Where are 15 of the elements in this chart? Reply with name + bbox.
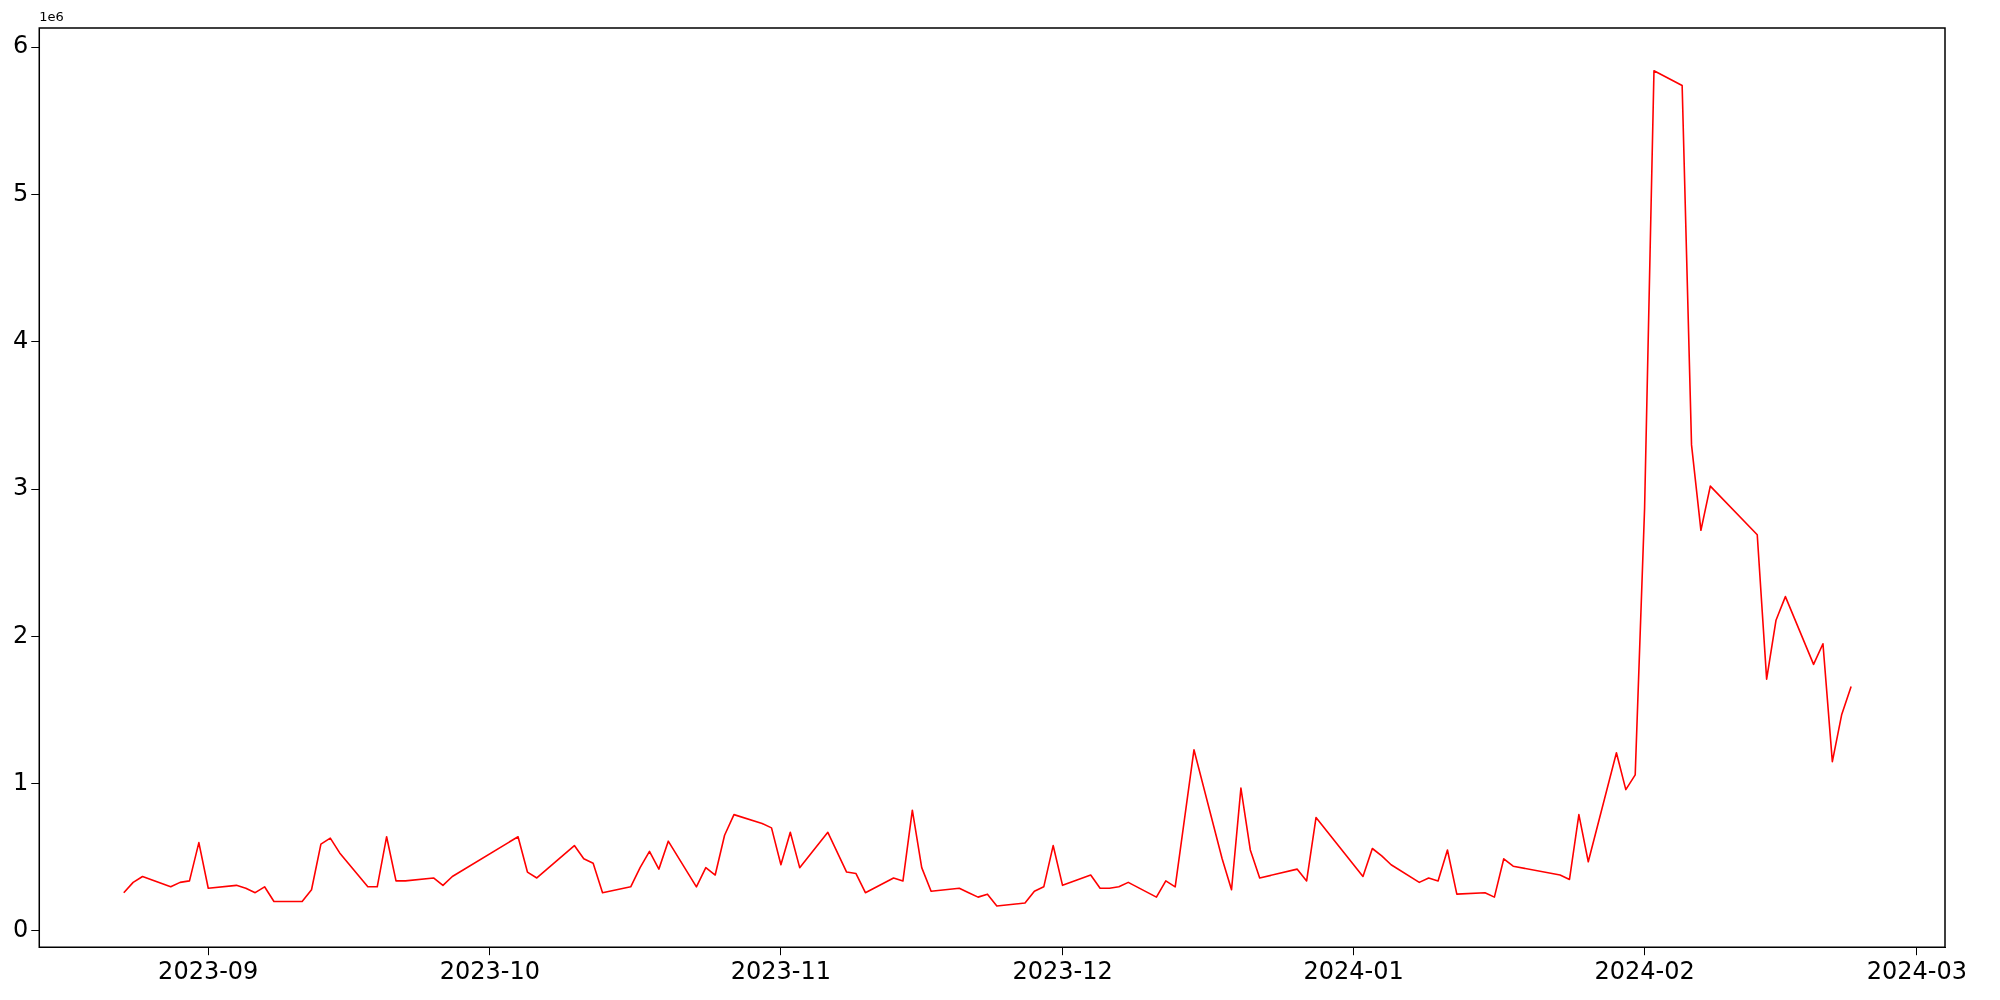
x-tick-label: 2024-01 [1303, 956, 1404, 985]
y-tick-label: 3 [12, 473, 29, 502]
y-tick-label: 0 [12, 915, 29, 944]
x-tick-label: 2024-03 [1866, 956, 1967, 985]
x-tick-label: 2023-11 [730, 956, 832, 985]
x-tick-label: 2024-02 [1594, 956, 1695, 985]
y-tick-label: 1 [12, 767, 29, 796]
y-tick-label: 5 [12, 178, 29, 207]
y-tick-label: 6 [12, 31, 29, 60]
y-tick-label: 2 [12, 620, 29, 649]
text: 1e6 [39, 8, 64, 24]
x-tick-label: 2023-10 [439, 956, 541, 985]
y-tick-label: 4 [12, 326, 29, 354]
x-tick-label: 2023-09 [158, 956, 259, 985]
x-tick-label: 2023-12 [1012, 956, 1113, 985]
